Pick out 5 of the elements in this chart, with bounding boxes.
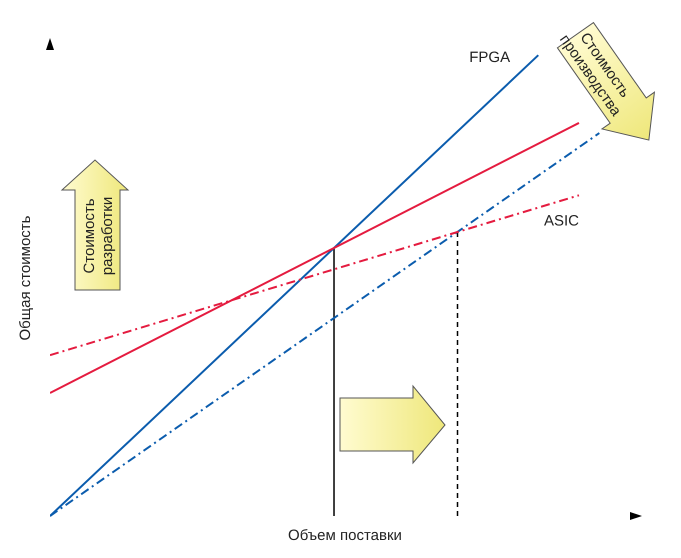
y-axis-title: Общая стоимость (17, 215, 34, 340)
series-label: FPGA (469, 49, 510, 66)
annotation: Стоимость разработки (81, 196, 116, 276)
series-label: ASIC (544, 212, 580, 230)
x-axis-title: Объем поставки (288, 527, 402, 544)
